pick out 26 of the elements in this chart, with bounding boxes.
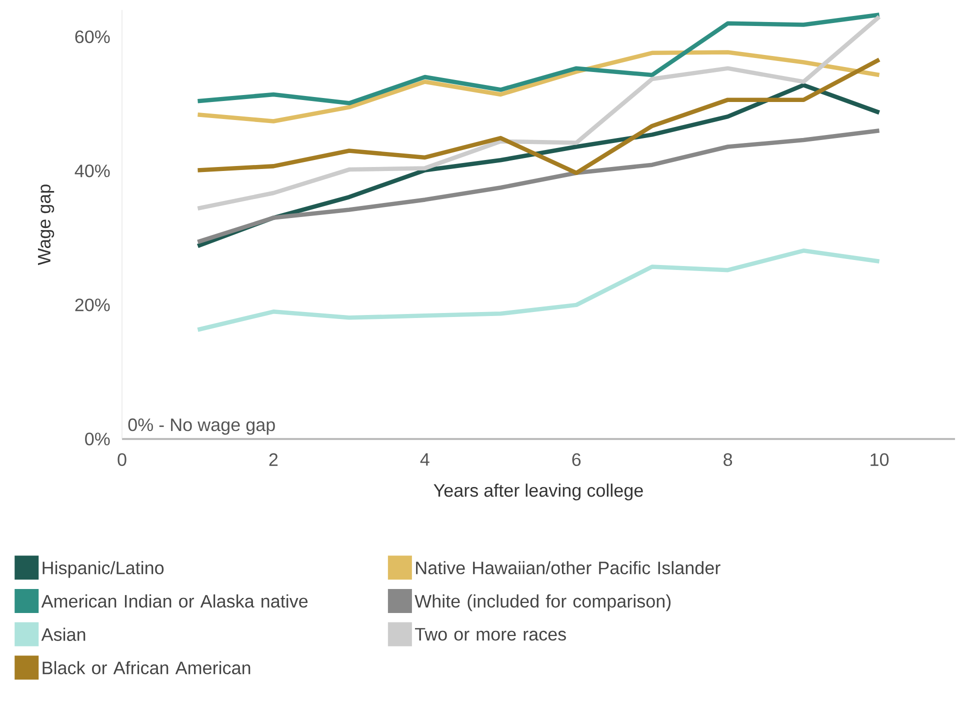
x-tick-label: 4	[420, 453, 430, 466]
legend-label: Native Hawaiian/other Pacific Islander	[416, 561, 720, 574]
legend-label: American Indian or Alaska native	[41, 594, 308, 608]
x-tick-label: 8	[724, 453, 732, 466]
legend-label: Black or African American	[42, 661, 250, 674]
line-series	[196, 57, 882, 176]
x-tick-label: 2	[269, 453, 278, 466]
y-axis-title: Wage gap	[38, 184, 54, 266]
x-tick-label: 6	[572, 453, 581, 466]
line-series	[196, 50, 882, 124]
y-tick-label: 0%	[85, 432, 110, 446]
line-series	[196, 14, 882, 211]
x-tick-label: 10	[870, 453, 889, 466]
legend-label: Asian	[41, 628, 86, 641]
x-axis-title: Years after leaving college	[434, 484, 643, 500]
line-series	[196, 248, 882, 332]
y-tick-label: 40%	[74, 164, 110, 178]
y-tick-label: 60%	[75, 30, 110, 44]
legend-label: Hispanic/Latino	[42, 561, 164, 578]
legend-label: White (included for comparison)	[414, 594, 671, 612]
legend-label: Two or more races	[414, 628, 566, 641]
line-series	[196, 128, 882, 244]
line-series	[196, 12, 882, 106]
annotation: 0% - No wage gap	[128, 418, 275, 435]
x-tick-label: 0	[118, 453, 126, 466]
y-tick-label: 20%	[75, 298, 110, 312]
